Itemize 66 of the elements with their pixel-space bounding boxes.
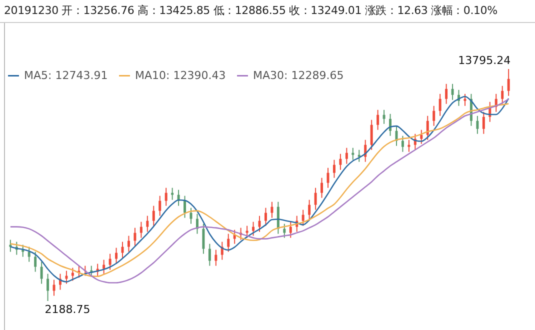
candlestick bbox=[426, 115, 429, 140]
candlestick bbox=[140, 221, 142, 238]
candlestick bbox=[184, 195, 186, 218]
candlestick bbox=[190, 207, 192, 224]
candlestick bbox=[252, 221, 255, 236]
text: 2188.75 bbox=[44, 303, 90, 316]
candlestick bbox=[501, 85, 504, 104]
candlestick bbox=[401, 135, 404, 152]
legend-label: MA5: 12743.91 bbox=[24, 68, 108, 82]
candlestick bbox=[108, 253, 112, 270]
text: 13795.24 bbox=[458, 54, 511, 67]
candlestick bbox=[164, 187, 168, 206]
candlestick bbox=[158, 195, 162, 216]
candlestick bbox=[308, 199, 311, 220]
candlestick bbox=[283, 223, 286, 238]
candlestick bbox=[258, 215, 261, 232]
candlestick bbox=[358, 149, 360, 162]
candlestick bbox=[134, 227, 136, 246]
candlestick bbox=[171, 187, 174, 200]
candlestick bbox=[246, 225, 248, 238]
candlestick bbox=[451, 83, 454, 100]
candlestick bbox=[121, 241, 124, 258]
chart-title: 20191230 开：13256.76 高：13425.85 低：12886.55 收：13249.01 涨跌：12.63 涨幅：0.10% bbox=[0, 0, 535, 23]
candlestick bbox=[445, 83, 448, 104]
candlestick bbox=[214, 249, 218, 266]
candlestick bbox=[22, 244, 24, 258]
candlestick bbox=[345, 147, 348, 164]
candlestick bbox=[339, 153, 342, 170]
candlestick bbox=[432, 105, 436, 126]
candlestick bbox=[482, 111, 485, 134]
candlestick bbox=[227, 233, 230, 252]
candlestick bbox=[102, 259, 106, 274]
candlestick bbox=[52, 279, 56, 296]
candlestick bbox=[233, 229, 236, 244]
candlestick bbox=[464, 93, 466, 106]
candlestick bbox=[420, 129, 423, 144]
candlestick bbox=[370, 119, 373, 150]
candlestick bbox=[152, 205, 155, 226]
legend-label: MA10: 12390.43 bbox=[135, 68, 226, 82]
candlestick bbox=[264, 207, 267, 226]
legend-label: MA30: 12289.65 bbox=[253, 68, 344, 82]
candlestick bbox=[270, 201, 274, 218]
candlestick bbox=[507, 68, 510, 96]
candlestick bbox=[202, 223, 205, 254]
candlestick bbox=[289, 221, 292, 238]
candlestick bbox=[332, 159, 336, 178]
candlestick bbox=[352, 147, 354, 160]
candlestick bbox=[71, 267, 74, 282]
candlestick bbox=[320, 177, 324, 198]
candlestick bbox=[34, 251, 37, 272]
candlestick bbox=[408, 139, 410, 152]
candlestick bbox=[376, 109, 380, 130]
candlestick bbox=[115, 247, 118, 264]
candlestick bbox=[438, 93, 442, 116]
candlestick bbox=[314, 187, 317, 210]
candlestick bbox=[208, 243, 211, 266]
candlestick bbox=[127, 235, 130, 252]
candlestick bbox=[46, 273, 50, 302]
candlestick bbox=[302, 209, 304, 226]
candlestick bbox=[28, 246, 30, 262]
candlestick bbox=[476, 115, 479, 134]
candlestick bbox=[326, 167, 330, 188]
candlestick bbox=[146, 215, 149, 232]
candlestick bbox=[40, 261, 43, 284]
candlestick bbox=[382, 109, 386, 124]
candlestick bbox=[65, 270, 68, 284]
